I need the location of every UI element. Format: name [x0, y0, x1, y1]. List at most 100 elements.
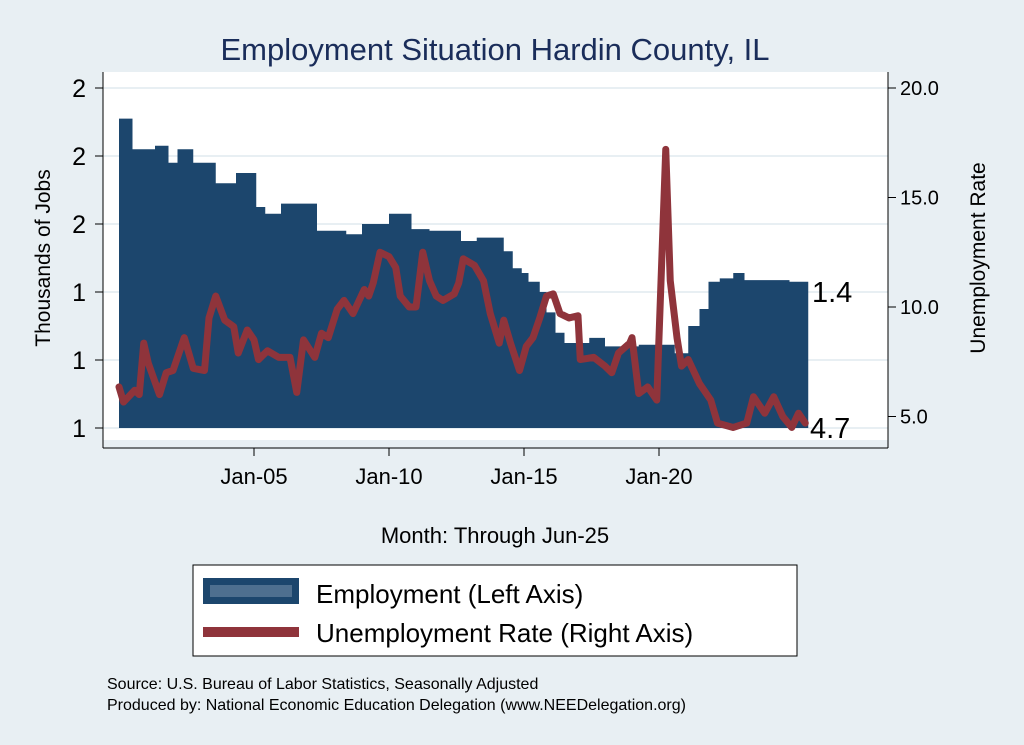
unemployment-point	[539, 317, 541, 319]
unemployment-point	[474, 264, 475, 266]
unemployment-point	[278, 356, 280, 358]
unemployment-point	[118, 386, 120, 388]
unemployment-point	[224, 319, 226, 321]
unemployment-point	[233, 326, 235, 328]
unemployment-point	[399, 295, 401, 297]
legend-label-unemployment: Unemployment Rate (Right Axis)	[316, 618, 693, 648]
unemployment-point	[204, 370, 205, 372]
unemployment-point	[363, 288, 365, 290]
unemployment-point	[710, 399, 712, 401]
unemployment-point	[510, 342, 511, 344]
unemployment-point	[258, 359, 259, 361]
left-tick-label: 1	[72, 415, 86, 443]
left-axis-ticks: 2 2 2 1 1 1	[72, 75, 103, 443]
right-tick-label: 15.0	[900, 188, 939, 210]
producer-note: Produced by: National Economic Education…	[107, 697, 686, 714]
right-axis-title: Unemployment Rate	[967, 162, 990, 353]
unemployment-point	[183, 337, 185, 339]
right-axis-ticks: 20.0 15.0 10.0 5.0	[888, 78, 939, 429]
unemployment-point	[327, 337, 329, 339]
unemployment-point	[699, 383, 700, 385]
unemployment-point	[629, 342, 631, 344]
x-tick-label: Jan-15	[490, 464, 557, 489]
left-tick-label: 2	[72, 211, 86, 239]
unemployment-point	[773, 396, 775, 398]
unemployment-point	[503, 319, 505, 321]
unemployment-point	[611, 372, 613, 374]
x-tick-label: Jan-10	[355, 464, 422, 489]
unemployment-point	[289, 356, 291, 358]
unemployment-point	[732, 426, 734, 428]
unemployment-point	[253, 339, 255, 341]
unemployment-point	[415, 306, 417, 308]
unemployment-point	[746, 422, 748, 424]
unemployment-point	[669, 280, 671, 282]
unemployment-point	[593, 356, 595, 358]
unemployment-point	[143, 342, 145, 344]
unemployment-point	[782, 416, 784, 417]
unemployment-point	[435, 295, 437, 297]
x-axis-ticks: Jan-05 Jan-10 Jan-15 Jan-20	[220, 448, 693, 489]
right-tick-label: 10.0	[900, 297, 939, 319]
unemployment-point	[237, 352, 239, 354]
unemployment-point	[368, 295, 370, 297]
legend-label-employment: Employment (Left Axis)	[316, 579, 583, 609]
unemployment-point	[559, 313, 561, 315]
unemployment-point	[525, 345, 527, 347]
unemployment-point	[798, 412, 799, 414]
unemployment-point	[408, 306, 410, 308]
unemployment-point	[388, 256, 390, 258]
unemployment-line-layer	[115, 145, 809, 431]
left-tick-label: 1	[72, 347, 86, 375]
end-label-unemployment: 4.7	[810, 413, 850, 445]
unemployment-point	[647, 386, 649, 388]
unemployment-point	[123, 401, 124, 403]
unemployment-point	[372, 282, 374, 284]
unemployment-point	[577, 315, 579, 317]
unemployment-point	[681, 365, 682, 367]
unemployment-point	[453, 293, 455, 295]
unemployment-point	[134, 389, 136, 391]
unemployment-point	[631, 337, 633, 339]
unemployment-point	[165, 372, 167, 374]
unemployment-point	[246, 329, 248, 331]
unemployment-point	[442, 299, 444, 301]
unemployment-point	[336, 308, 338, 310]
unemployment-point	[498, 342, 500, 344]
unemployment-point	[321, 332, 322, 334]
unemployment-point	[717, 422, 718, 424]
unemployment-point	[753, 396, 754, 398]
chart-title: Employment Situation Hardin County, IL	[220, 32, 769, 67]
unemployment-point	[192, 367, 194, 369]
unemployment-point	[546, 295, 547, 297]
unemployment-point	[579, 359, 581, 361]
unemployment-point	[618, 352, 619, 354]
unemployment-point	[519, 370, 520, 372]
unemployment-point	[159, 394, 160, 396]
unemployment-point	[379, 251, 381, 253]
end-label-employment: 1.4	[812, 277, 852, 309]
unemployment-point	[147, 362, 149, 364]
unemployment-point	[532, 337, 534, 339]
x-tick-label: Jan-05	[220, 464, 287, 489]
unemployment-point	[343, 299, 345, 301]
unemployment-point	[208, 317, 210, 319]
unemployment-point	[804, 422, 806, 424]
left-axis-title: Thousands of Jobs	[32, 169, 55, 346]
unemployment-point	[483, 280, 484, 282]
unemployment-point	[429, 280, 430, 282]
unemployment-point	[138, 394, 140, 396]
x-tick-label: Jan-20	[625, 464, 692, 489]
unemployment-point	[764, 412, 766, 414]
unemployment-point	[791, 426, 793, 428]
unemployment-point	[568, 317, 570, 319]
unemployment-point	[303, 339, 304, 341]
unemployment-point	[462, 258, 464, 260]
legend-swatch-employment-inner	[210, 585, 292, 597]
unemployment-point	[172, 370, 174, 372]
unemployment-point	[676, 337, 678, 339]
unemployment-point	[352, 313, 354, 315]
unemployment-point	[604, 365, 606, 367]
unemployment-point	[552, 293, 554, 295]
